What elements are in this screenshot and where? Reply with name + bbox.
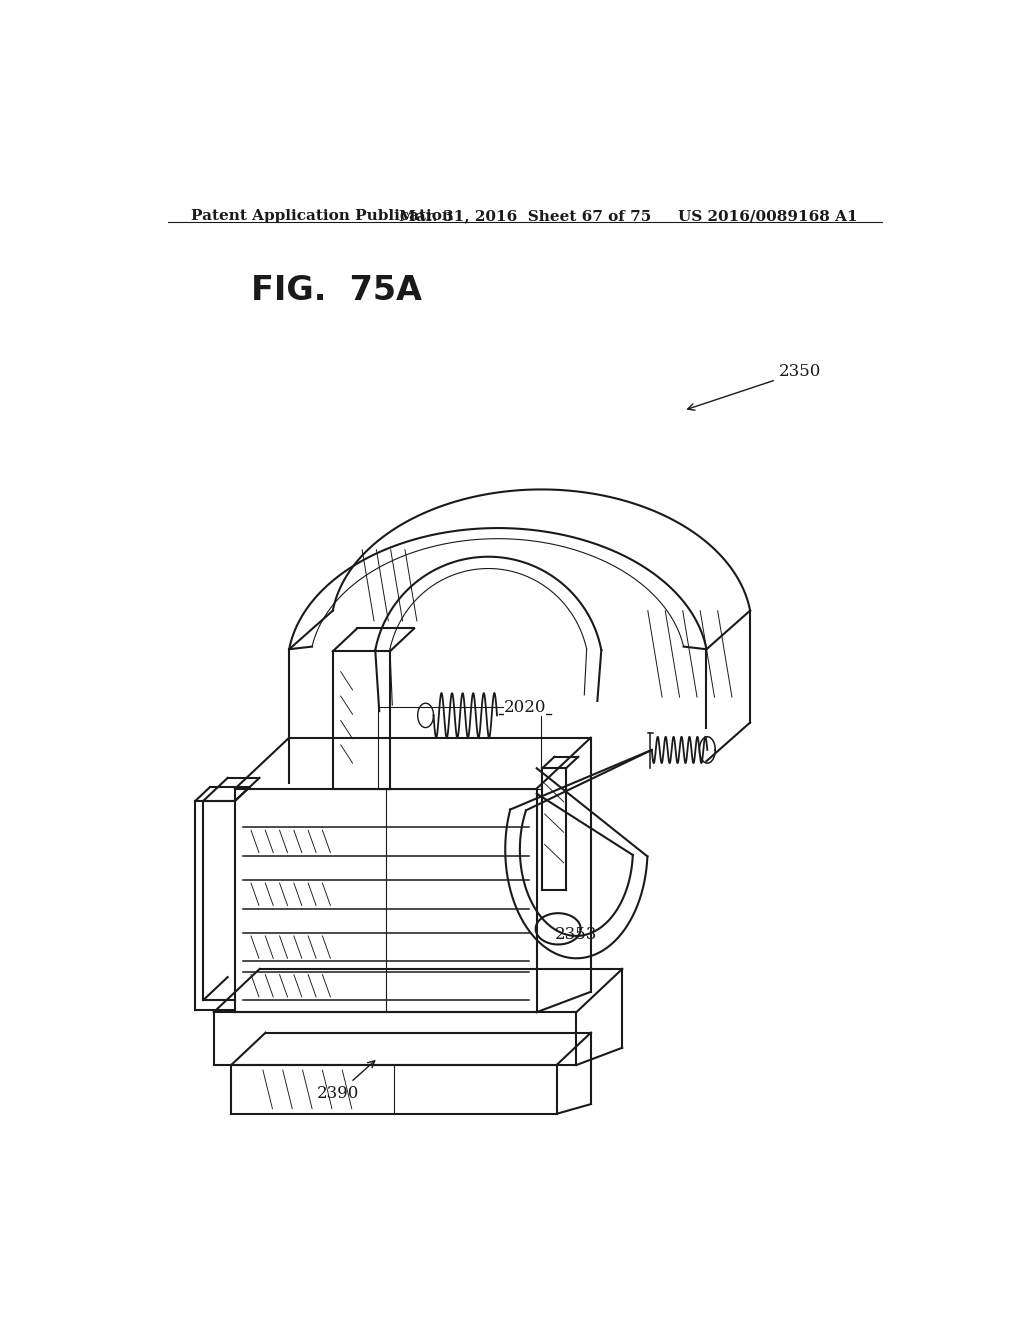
Text: 2390: 2390 — [316, 1061, 375, 1102]
Text: 2020: 2020 — [504, 698, 546, 715]
Text: Mar. 31, 2016  Sheet 67 of 75: Mar. 31, 2016 Sheet 67 of 75 — [398, 210, 651, 223]
Text: Patent Application Publication: Patent Application Publication — [191, 210, 454, 223]
Text: 2353: 2353 — [555, 925, 597, 942]
Text: 2350: 2350 — [688, 363, 821, 411]
Text: FIG.  75A: FIG. 75A — [251, 275, 422, 308]
Text: US 2016/0089168 A1: US 2016/0089168 A1 — [679, 210, 858, 223]
